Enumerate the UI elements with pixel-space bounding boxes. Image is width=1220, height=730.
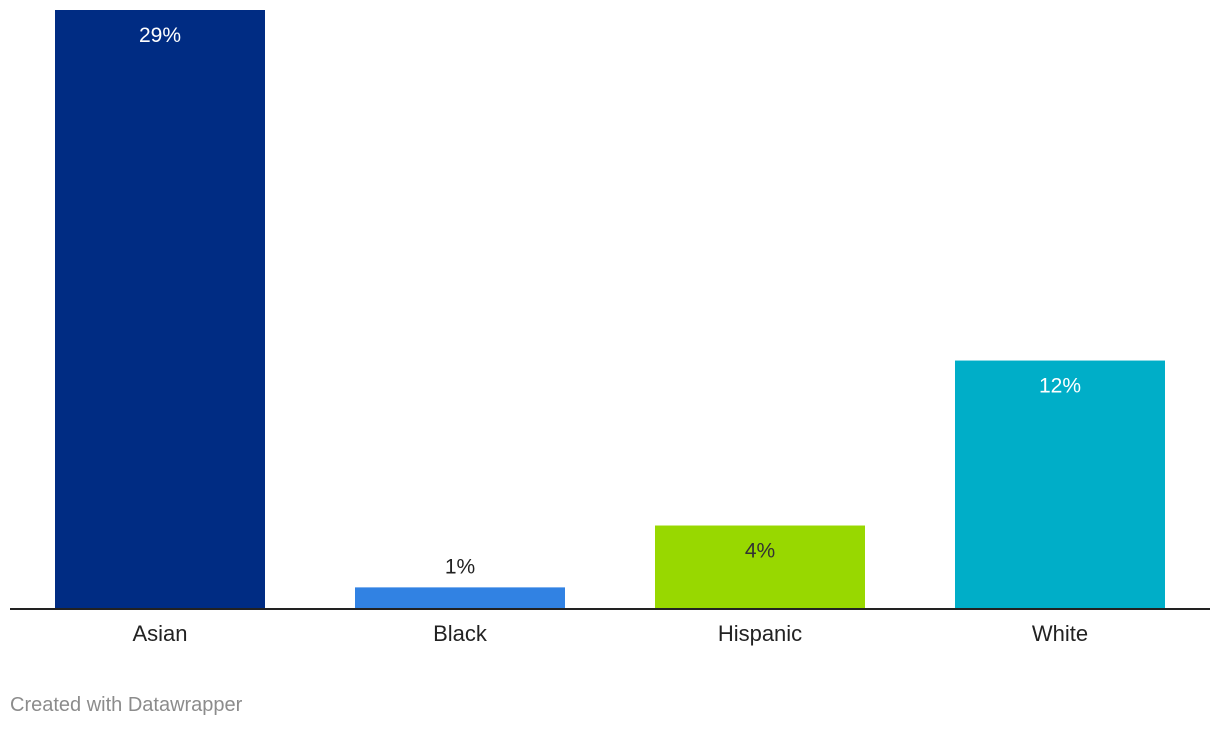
value-label-white: 12% [1039, 375, 1081, 398]
bar-chart: 29% 1% 4% 12% Asian Black Hispanic White [10, 10, 1210, 646]
value-label-black: 1% [445, 555, 475, 578]
category-labels-group: Asian Black Hispanic White [132, 621, 1088, 646]
value-label-hispanic: 4% [745, 540, 775, 563]
category-label-black: Black [433, 621, 488, 646]
bar-hispanic [655, 525, 865, 608]
category-label-hispanic: Hispanic [718, 621, 802, 646]
bar-asian [55, 10, 265, 608]
bar-black [355, 587, 565, 608]
value-label-asian: 29% [139, 24, 181, 47]
bars-group [55, 10, 1165, 608]
category-label-white: White [1032, 621, 1088, 646]
category-label-asian: Asian [132, 621, 187, 646]
value-labels-group: 29% 1% 4% 12% [139, 24, 1081, 578]
datawrapper-credit: Created with Datawrapper [10, 694, 243, 716]
bar-white [955, 360, 1165, 608]
